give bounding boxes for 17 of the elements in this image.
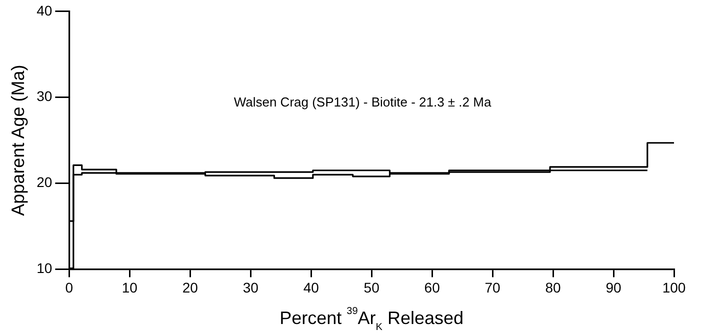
x-tick-label: 90 (606, 279, 622, 296)
y-tick-label: 20 (36, 174, 52, 190)
y-axis-title: Apparent Age (Ma) (8, 64, 28, 216)
x-tick-label: 70 (484, 279, 501, 296)
x-tick-label: 80 (545, 279, 562, 296)
x-tick-label: 60 (424, 279, 440, 296)
x-tick-label: 30 (242, 279, 259, 296)
y-tick-label: 30 (36, 88, 52, 104)
x-tick-label: 0 (65, 279, 74, 296)
annotation: Walsen Crag (SP131) - Biotite - 21.3 ± .2 Ma (234, 94, 492, 110)
x-tick-label: 20 (182, 279, 198, 296)
x-tick-label: 100 (662, 279, 686, 296)
y-tick-label: 40 (36, 2, 52, 18)
x-tick-label: 10 (122, 279, 138, 296)
x-tick-label: 50 (364, 279, 380, 296)
x-tick-label: 40 (303, 279, 320, 296)
y-tick-label: 10 (36, 260, 52, 276)
